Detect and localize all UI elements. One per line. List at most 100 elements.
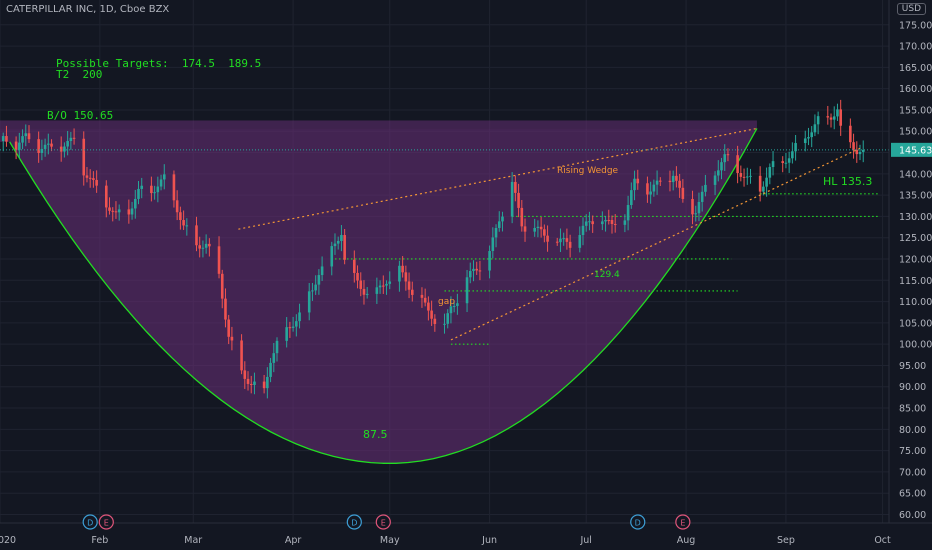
candle-body <box>739 173 743 177</box>
candle-body <box>249 383 253 385</box>
last-price-tag <box>891 142 932 157</box>
earnings-marker <box>98 514 114 530</box>
candle-body <box>488 251 491 271</box>
candle-body <box>133 198 137 209</box>
time-tick-label: Oct <box>874 535 891 546</box>
candle-body <box>224 298 227 320</box>
candle-body <box>343 235 346 260</box>
candle-body <box>636 178 640 184</box>
price-tick-label: 80.00 <box>899 425 926 436</box>
candle-body <box>816 116 820 125</box>
candle-body <box>104 185 108 208</box>
candle-body <box>85 175 89 178</box>
candle-body <box>375 287 379 294</box>
candle-body <box>697 201 701 214</box>
price-tick-label: 115.00 <box>899 276 932 287</box>
candle-body <box>423 297 427 303</box>
candle-body <box>253 381 256 385</box>
candle-body <box>478 270 482 272</box>
candle-body <box>810 132 813 138</box>
candle-body <box>472 268 475 272</box>
dividend-marker <box>630 514 646 530</box>
candle-body <box>240 340 243 371</box>
candle-body <box>288 327 292 329</box>
bottom-label: 87.5 <box>363 428 388 441</box>
candle-body <box>272 353 276 363</box>
candle-body <box>700 191 704 202</box>
candle-body <box>285 327 288 341</box>
price-axis: 60.00 65.00 70.00 75.00 80.00 85.00 90.00 95.00… <box>888 0 932 523</box>
candle-body <box>630 190 633 206</box>
candle-body <box>362 288 366 295</box>
event-label: D <box>351 519 357 528</box>
candle-body <box>520 207 524 227</box>
candle-body <box>704 184 707 192</box>
candle-body <box>336 240 340 244</box>
candle-body <box>266 376 269 389</box>
price-tick-label: 110.00 <box>899 297 932 308</box>
candle-body <box>633 178 636 191</box>
candle-body <box>330 246 334 267</box>
candle-body <box>736 155 739 174</box>
candle-body <box>385 283 388 286</box>
candle-body <box>443 323 446 325</box>
candle-body <box>749 175 752 177</box>
candle-body <box>681 187 685 199</box>
candle-body <box>610 220 614 224</box>
price-tick-label: 150.00 <box>899 127 932 138</box>
candle-body <box>298 312 301 322</box>
candle-body <box>604 219 607 222</box>
candle-body <box>72 137 76 139</box>
candles <box>1 99 865 399</box>
candle-body <box>546 235 549 242</box>
candle-body <box>826 116 830 118</box>
breakout-label: B/O 150.65 <box>47 109 114 122</box>
dividend-marker <box>82 514 98 530</box>
candle-body <box>465 277 469 304</box>
candle-body <box>613 223 617 225</box>
candle-body <box>694 213 698 215</box>
candle-body <box>765 177 768 187</box>
candle-body <box>626 205 630 221</box>
candle-body <box>153 192 156 194</box>
candle-body <box>92 178 95 180</box>
price-tick-label: 100.00 <box>899 340 932 351</box>
candle-body <box>359 280 363 289</box>
time-tick-label: Feb <box>91 535 108 546</box>
candle-body <box>433 318 437 324</box>
candle-body <box>307 291 311 313</box>
candle-body <box>50 143 53 147</box>
price-tick-label: 165.00 <box>899 63 932 74</box>
candle-body <box>675 175 678 181</box>
candle-body <box>208 243 211 247</box>
candle-body <box>66 141 69 147</box>
candle-body <box>646 183 649 195</box>
candle-body <box>649 191 652 195</box>
candle-body <box>127 209 131 215</box>
candle-body <box>468 271 472 278</box>
candle-body <box>195 225 198 246</box>
candle-body <box>762 186 765 192</box>
candle-body <box>713 175 717 185</box>
candle-body <box>430 310 433 319</box>
candle-body <box>140 185 144 189</box>
candle-body <box>275 340 279 354</box>
candle-body <box>565 238 569 242</box>
candle-body <box>201 247 205 249</box>
candle-body <box>365 293 369 295</box>
candle-body <box>137 188 140 199</box>
currency-button[interactable]: USD <box>896 3 926 15</box>
candle-body <box>559 238 562 243</box>
candle-body <box>179 212 182 221</box>
event-label: E <box>104 519 109 528</box>
time-axis: 2020 Feb Mar Apr May Jun Jul Aug Sep Oct <box>0 522 932 546</box>
price-tick-label: 85.00 <box>899 404 926 415</box>
earnings-marker <box>375 514 391 530</box>
candle-body <box>501 216 504 222</box>
candle-body <box>510 181 514 217</box>
candle-body <box>262 381 266 389</box>
chart-title: CATERPILLAR INC, 1D, Cboe BZX <box>6 4 170 15</box>
candle-body <box>117 209 121 213</box>
price-tick-label: 95.00 <box>899 361 926 372</box>
